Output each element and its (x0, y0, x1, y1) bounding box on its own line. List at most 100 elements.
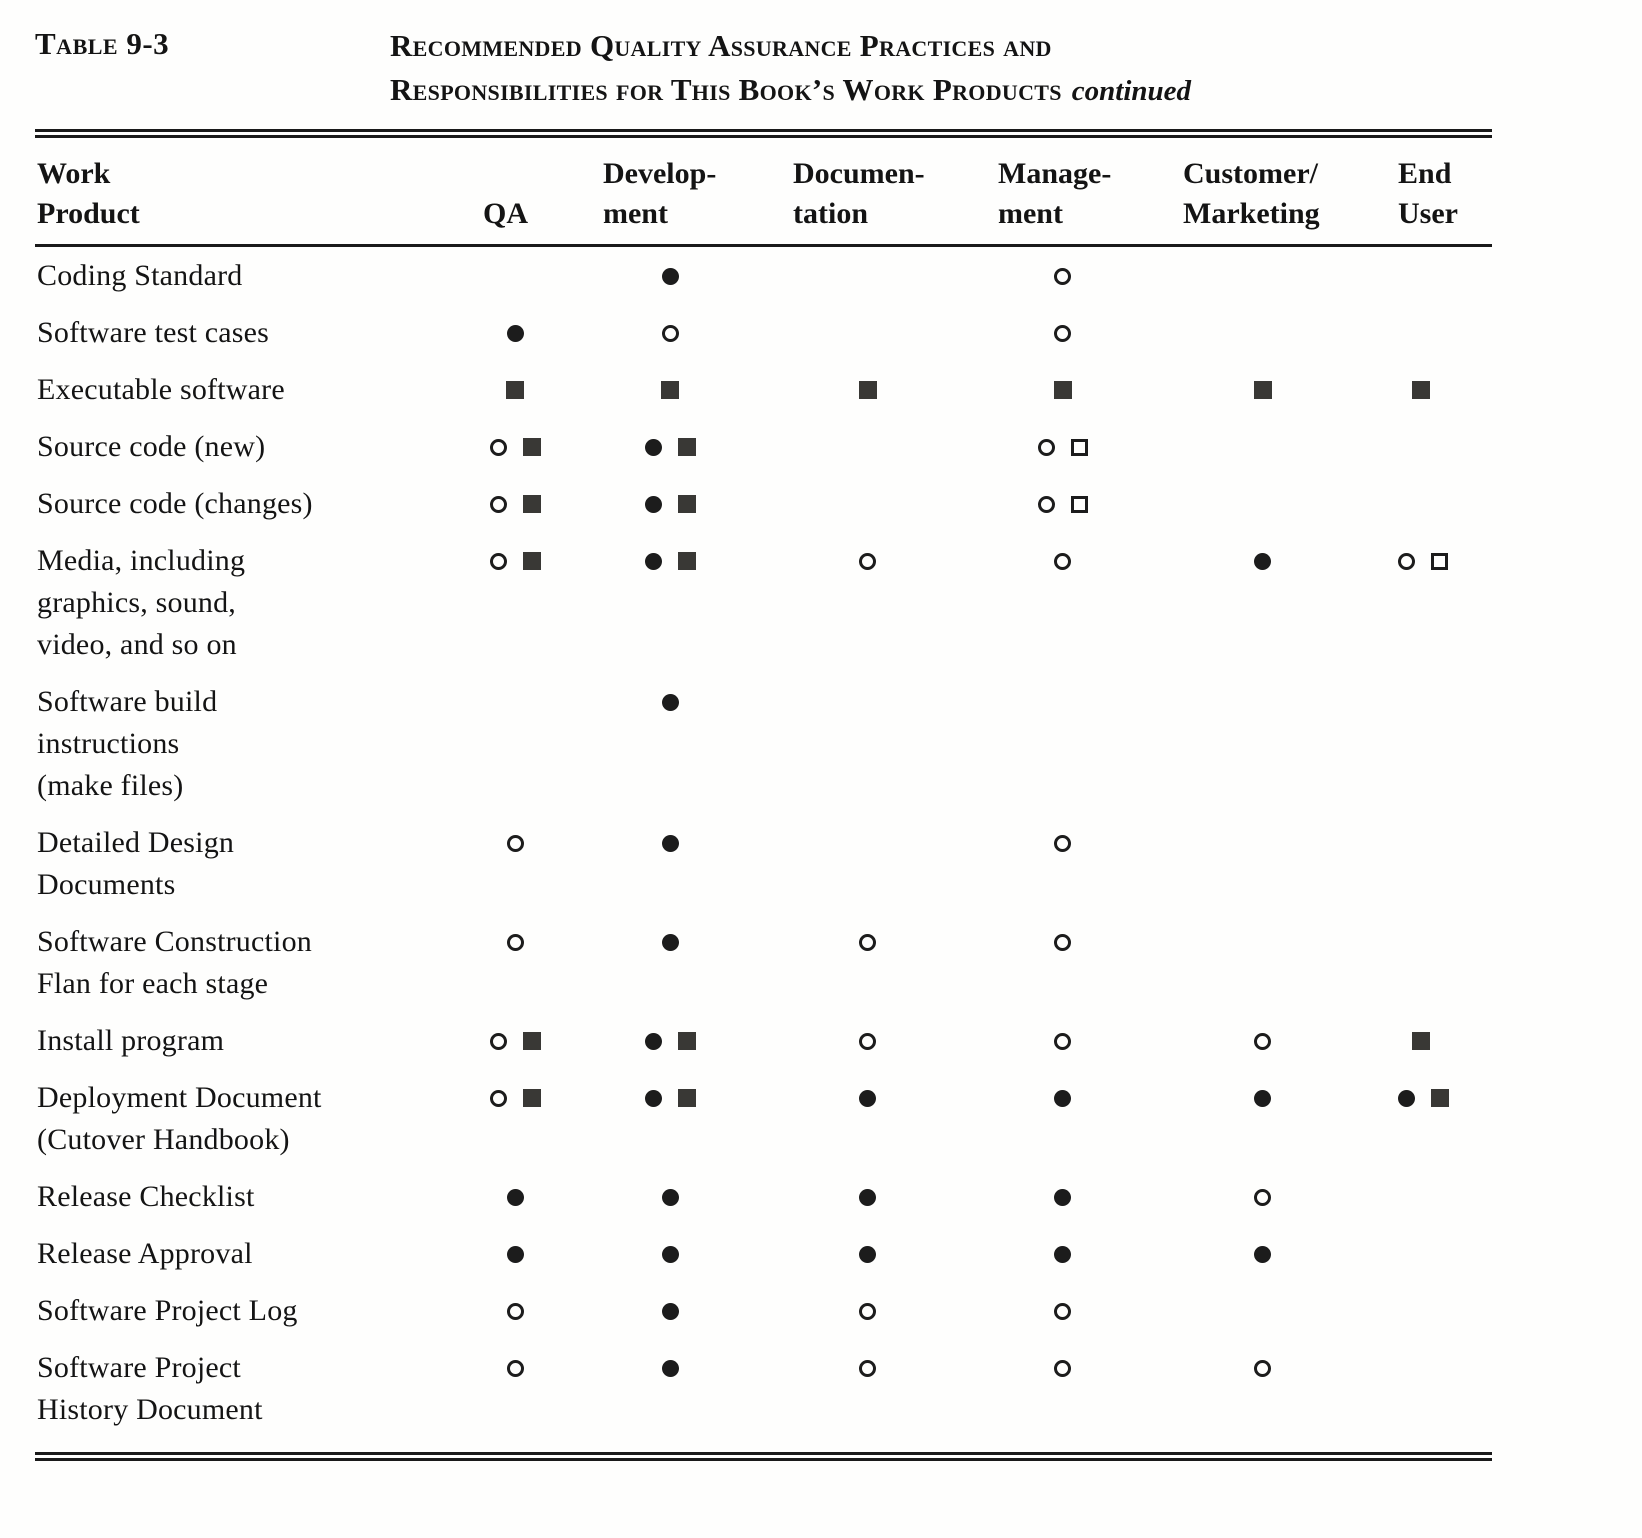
cell-development (595, 418, 785, 475)
open-circle-icon (1054, 1359, 1071, 1377)
cell-customer-marketing (1175, 814, 1390, 913)
cell-documentation (785, 304, 990, 361)
open-circle-icon (859, 933, 876, 951)
filled-circle-icon (661, 1302, 679, 1320)
table-row: Software test cases (35, 304, 1492, 361)
filled-circle-icon (644, 1089, 662, 1107)
filled-circle-icon (506, 324, 524, 342)
work-product-label: Deployment Document (Cutover Handbook) (37, 1081, 322, 1156)
filled-circle-icon (1054, 1089, 1071, 1107)
cell-development (595, 361, 785, 418)
cell-documentation (785, 673, 990, 814)
cell-development (595, 304, 785, 361)
cell-management (990, 1168, 1175, 1225)
work-product-label: Coding Standard (37, 259, 243, 292)
cell-management (990, 475, 1175, 532)
open-circle-icon (1254, 1188, 1271, 1206)
filled-square-icon (522, 495, 541, 514)
cell-qa (475, 304, 595, 361)
cell-customer-marketing (1175, 1339, 1390, 1438)
open-square-icon (1070, 495, 1088, 513)
filled-square-icon (677, 438, 696, 457)
cell-qa (475, 361, 595, 418)
cell-customer-marketing (1175, 673, 1390, 814)
filled-square-icon (677, 552, 696, 571)
cell-qa (475, 532, 595, 673)
open-circle-icon (489, 552, 507, 570)
cell-qa (475, 814, 595, 913)
work-product-label: Executable software (37, 373, 285, 406)
cell-customer-marketing (1175, 1282, 1390, 1339)
filled-square-icon (1412, 381, 1430, 400)
open-circle-icon (506, 933, 524, 951)
cell-documentation (785, 361, 990, 418)
filled-square-icon (522, 552, 541, 571)
cell-end-user (1390, 913, 1492, 1012)
filled-circle-icon (1398, 1089, 1415, 1107)
cell-customer-marketing (1175, 361, 1390, 418)
table-row: Install program (35, 1012, 1492, 1069)
table-row: Deployment Document (Cutover Handbook) (35, 1069, 1492, 1168)
column-header-management: Manage-ment (990, 142, 1175, 247)
filled-circle-icon (1054, 1245, 1071, 1263)
filled-circle-icon (661, 693, 679, 711)
cell-qa (475, 246, 595, 305)
cell-documentation (785, 246, 990, 305)
open-circle-icon (1398, 552, 1415, 570)
table-row: Release Checklist (35, 1168, 1492, 1225)
filled-circle-icon (1254, 552, 1271, 570)
filled-circle-icon (859, 1188, 876, 1206)
open-circle-icon (489, 1032, 507, 1050)
table-caption: Table 9-3 Recommended Quality Assurance … (35, 24, 1492, 113)
filled-circle-icon (1254, 1245, 1271, 1263)
bottom-double-rule (35, 1452, 1492, 1461)
open-circle-icon (506, 1359, 524, 1377)
cell-development (595, 913, 785, 1012)
cell-customer-marketing (1175, 1225, 1390, 1282)
cell-qa (475, 913, 595, 1012)
cell-customer-marketing (1175, 246, 1390, 305)
open-circle-icon (1254, 1032, 1271, 1050)
cell-customer-marketing (1175, 475, 1390, 532)
work-product-label: Media, including graphics, sound, video, a… (37, 544, 246, 661)
column-header-end-user: End User (1390, 142, 1492, 247)
cell-development (595, 1339, 785, 1438)
cell-end-user (1390, 304, 1492, 361)
work-product-label: Detailed Design Documents (37, 826, 235, 901)
column-header-qa: QA (475, 142, 595, 247)
cell-development (595, 246, 785, 305)
cell-documentation (785, 418, 990, 475)
filled-square-icon (1431, 1089, 1449, 1108)
cell-management (990, 361, 1175, 418)
column-header-documentation: Documen-tation (785, 142, 990, 247)
cell-management (990, 246, 1175, 305)
filled-square-icon (858, 381, 877, 400)
column-header-development: Develop-ment (595, 142, 785, 247)
work-product-label: Software Project History Document (37, 1351, 263, 1426)
cell-end-user (1390, 1012, 1492, 1069)
work-product-label: Source code (new) (37, 430, 266, 463)
work-product-label: Software Construction Flan for each stage (37, 925, 312, 1000)
filled-circle-icon (1254, 1089, 1271, 1107)
cell-development (595, 1168, 785, 1225)
cell-end-user (1390, 673, 1492, 814)
work-product-label: Release Approval (37, 1237, 253, 1270)
open-circle-icon (1054, 324, 1071, 342)
cell-development (595, 673, 785, 814)
cell-documentation (785, 1168, 990, 1225)
filled-circle-icon (859, 1089, 876, 1107)
cell-development (595, 814, 785, 913)
cell-customer-marketing (1175, 304, 1390, 361)
cell-qa (475, 1339, 595, 1438)
open-circle-icon (1054, 552, 1071, 570)
cell-documentation (785, 1225, 990, 1282)
open-circle-icon (1054, 1032, 1071, 1050)
work-product-label: Install program (37, 1024, 225, 1057)
table-body: Coding Standard Software test cases Execut… (35, 246, 1492, 1439)
cell-development (595, 1282, 785, 1339)
filled-square-icon (677, 495, 696, 514)
table-row: Software build instructions (make files) (35, 673, 1492, 814)
filled-circle-icon (859, 1245, 876, 1263)
cell-documentation (785, 814, 990, 913)
